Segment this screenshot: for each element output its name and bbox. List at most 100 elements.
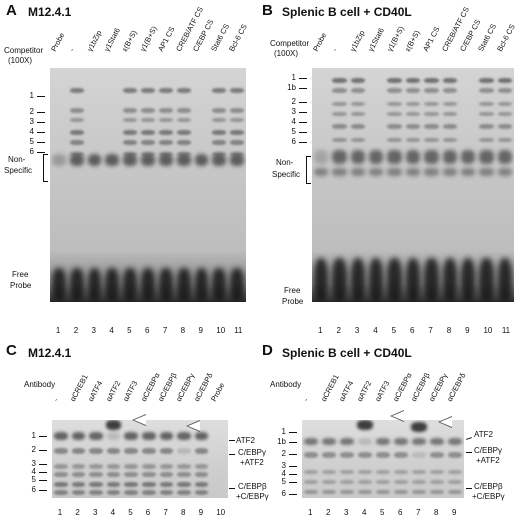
gel-band bbox=[142, 472, 156, 477]
gel-band bbox=[123, 140, 138, 145]
ladder-tick bbox=[37, 96, 45, 97]
gel-band bbox=[123, 130, 138, 135]
gel-band bbox=[159, 448, 174, 454]
gel-band bbox=[448, 490, 462, 494]
gel-band bbox=[71, 482, 86, 487]
gel-band bbox=[212, 108, 227, 113]
gel-band bbox=[54, 472, 68, 477]
gel-band bbox=[141, 268, 155, 302]
panel-c-supershift-band bbox=[105, 420, 122, 430]
gel-band bbox=[460, 150, 476, 164]
gel-band bbox=[71, 490, 86, 495]
panel-a-competitor-label: Competitor bbox=[4, 46, 44, 55]
gel-band bbox=[340, 470, 354, 474]
gel-band bbox=[212, 118, 227, 122]
panel-c-cebpb-cebpg-tick bbox=[229, 488, 235, 489]
gel-band bbox=[141, 118, 155, 122]
lane-label: - bbox=[66, 46, 76, 53]
gel-band bbox=[230, 154, 244, 166]
panel-a-nonspecific-label-1: Non- bbox=[8, 155, 26, 164]
gel-band bbox=[106, 464, 121, 469]
gel-band bbox=[159, 432, 174, 440]
gel-band bbox=[230, 268, 244, 302]
gel-band bbox=[387, 258, 402, 302]
gel-band bbox=[412, 480, 426, 484]
lane-number: 2 bbox=[326, 508, 331, 517]
gel-band bbox=[71, 432, 86, 440]
gel-band bbox=[387, 102, 402, 106]
gel-band bbox=[176, 88, 191, 93]
gel-band bbox=[159, 464, 174, 469]
lane-number: 5 bbox=[380, 508, 385, 517]
gel-band bbox=[89, 464, 103, 469]
panel-d-atf2-tick bbox=[465, 437, 473, 440]
gel-band bbox=[394, 470, 408, 474]
ladder-mark: 1b bbox=[287, 83, 296, 92]
lane-number: 4 bbox=[110, 508, 116, 517]
gel-band bbox=[350, 124, 366, 129]
gel-band bbox=[376, 452, 390, 458]
gel-band bbox=[394, 438, 408, 445]
panel-d-cebpb-cebpg-label-1: C/EBPβ bbox=[474, 482, 503, 491]
ladder-mark: 6 bbox=[29, 147, 34, 156]
gel-band bbox=[497, 124, 512, 129]
gel-band bbox=[177, 432, 191, 440]
gel-band bbox=[142, 432, 156, 440]
lane-label: Bcl-6 CS bbox=[494, 22, 517, 53]
ladder-tick bbox=[289, 432, 297, 433]
ladder-mark: 4 bbox=[31, 467, 36, 476]
gel-lane bbox=[429, 420, 445, 498]
gel-band bbox=[194, 154, 209, 166]
gel-band bbox=[442, 78, 457, 83]
gel-lane bbox=[321, 420, 337, 498]
panel-d-cebpg-atf2-tick bbox=[466, 452, 472, 453]
lane-number: 4 bbox=[373, 326, 378, 335]
panel-a-freeprobe-label-2: Probe bbox=[10, 281, 32, 290]
gel-band bbox=[177, 464, 191, 469]
gel-lane bbox=[194, 68, 210, 302]
lane-number: 1 bbox=[57, 508, 63, 517]
panel-c-gel bbox=[52, 420, 228, 498]
gel-band bbox=[332, 78, 347, 83]
gel-band bbox=[176, 268, 191, 302]
gel-band bbox=[340, 480, 354, 484]
gel-band bbox=[479, 88, 494, 93]
gel-band bbox=[142, 490, 156, 495]
panel-b-nonspecific-bracket bbox=[306, 156, 311, 184]
gel-band bbox=[177, 490, 191, 495]
gel-band bbox=[89, 482, 103, 487]
gel-band bbox=[212, 140, 227, 145]
lane-label: αATF2 bbox=[355, 379, 374, 403]
gel-band bbox=[387, 150, 402, 164]
gel-lane bbox=[386, 68, 402, 302]
gel-band bbox=[424, 88, 439, 93]
gel-band bbox=[230, 88, 244, 93]
ladder-tick bbox=[37, 152, 45, 153]
gel-band bbox=[340, 452, 354, 458]
panel-a-letter: A bbox=[6, 2, 17, 19]
lane-number: 2 bbox=[75, 508, 80, 517]
lane-number: 2 bbox=[336, 326, 341, 335]
gel-lane bbox=[447, 420, 463, 498]
gel-band bbox=[71, 448, 86, 454]
panel-c-letter: C bbox=[6, 342, 17, 359]
gel-band bbox=[89, 490, 103, 495]
lane-label: Probe bbox=[311, 31, 329, 53]
gel-band bbox=[460, 168, 476, 176]
gel-band bbox=[442, 150, 457, 164]
gel-band bbox=[176, 118, 191, 122]
gel-lane bbox=[411, 420, 427, 498]
lane-number: 5 bbox=[391, 326, 397, 335]
panel-d-supershift-band bbox=[357, 420, 373, 430]
lane-number: 1 bbox=[308, 508, 313, 517]
ladder-mark: 6 bbox=[31, 485, 36, 494]
ladder-tick bbox=[299, 88, 307, 89]
gel-band bbox=[194, 432, 209, 440]
gel-band bbox=[394, 480, 408, 484]
panel-d-title: Splenic B cell + CD40L bbox=[282, 346, 412, 360]
gel-band bbox=[158, 88, 173, 93]
gel-band bbox=[159, 490, 174, 495]
ladder-mark: 4 bbox=[29, 127, 34, 136]
gel-band bbox=[54, 482, 68, 487]
gel-band bbox=[412, 452, 426, 458]
